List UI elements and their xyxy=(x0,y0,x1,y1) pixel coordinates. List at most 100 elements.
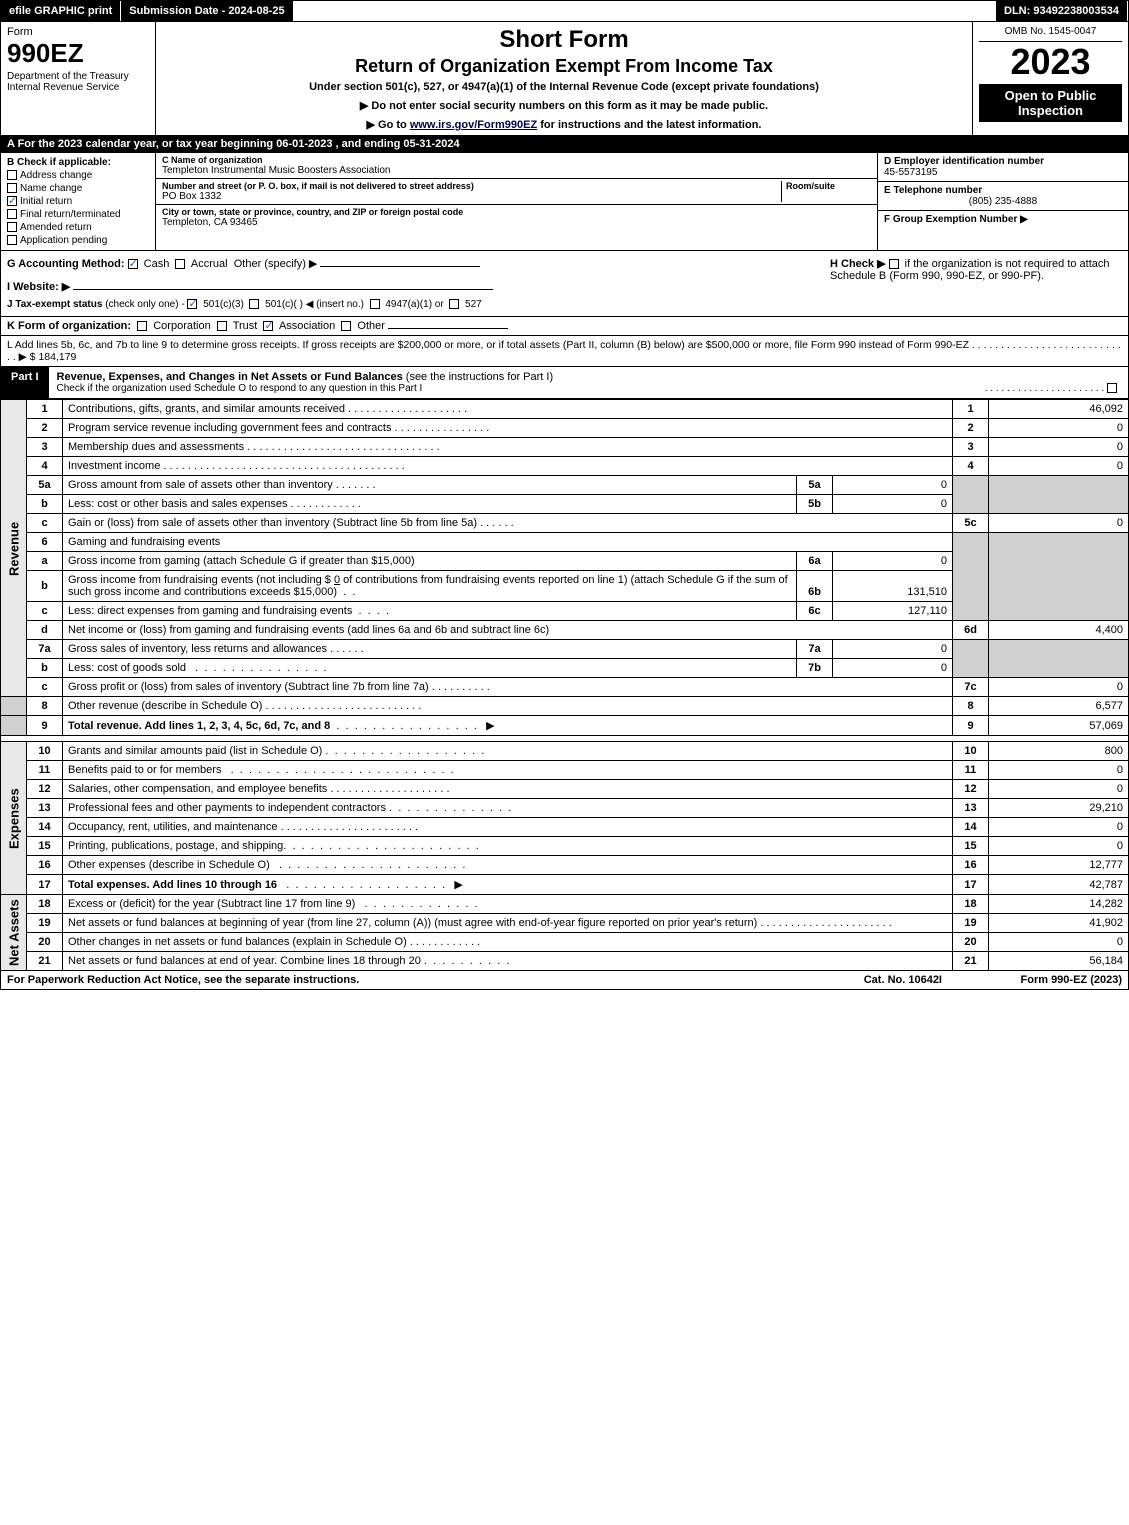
k-trust-label: Trust xyxy=(233,320,258,332)
l-text: L Add lines 5b, 6c, and 7b to line 9 to … xyxy=(7,339,969,351)
l6d-amt: 4,400 xyxy=(989,621,1129,640)
open-to-public-inspection: Open to Public Inspection xyxy=(979,84,1122,122)
l20-amt: 0 xyxy=(989,933,1129,952)
cb-corporation[interactable] xyxy=(137,321,147,331)
l-value: 184,179 xyxy=(38,351,76,363)
top-bar: efile GRAPHIC print Submission Date - 20… xyxy=(0,0,1129,22)
l21-amt: 56,184 xyxy=(989,952,1129,971)
l3-desc: Membership dues and assessments . . . . … xyxy=(63,438,953,457)
k-association-label: Association xyxy=(279,320,335,332)
l14-amt: 0 xyxy=(989,818,1129,837)
l5a-num: 5a xyxy=(27,476,63,495)
title-main: Return of Organization Exempt From Incom… xyxy=(164,56,964,77)
l18-num: 18 xyxy=(27,895,63,914)
revenue-vlabel: Revenue xyxy=(1,400,27,697)
l4-num: 4 xyxy=(27,457,63,476)
city-label: City or town, state or province, country… xyxy=(162,207,871,217)
line-2: 2 Program service revenue including gove… xyxy=(1,419,1129,438)
cb-501c[interactable] xyxy=(249,299,259,309)
efile-print-button[interactable]: efile GRAPHIC print xyxy=(1,1,121,21)
l7b-num: b xyxy=(27,659,63,678)
l19-num: 19 xyxy=(27,914,63,933)
l4-ref: 4 xyxy=(953,457,989,476)
cb-final-return-label: Final return/terminated xyxy=(20,209,121,220)
cb-cash[interactable] xyxy=(128,259,138,269)
k-other-input[interactable] xyxy=(388,328,508,329)
l20-ref: 20 xyxy=(953,933,989,952)
cb-application-pending[interactable]: Application pending xyxy=(7,235,149,246)
cb-schedule-o-used[interactable] xyxy=(1107,383,1117,393)
rev-spacer-9 xyxy=(1,716,27,736)
l15-amt: 0 xyxy=(989,837,1129,856)
l5a-subval: 0 xyxy=(833,476,953,495)
line-11: 11 Benefits paid to or for members . . .… xyxy=(1,761,1129,780)
l5ab-amt-shade xyxy=(989,476,1129,514)
cb-name-change[interactable]: Name change xyxy=(7,183,149,194)
cb-accrual[interactable] xyxy=(175,259,185,269)
note-goto[interactable]: ▶ Go to www.irs.gov/Form990EZ for instru… xyxy=(164,118,964,131)
website-input[interactable] xyxy=(73,289,493,290)
section-l: L Add lines 5b, 6c, and 7b to line 9 to … xyxy=(0,336,1129,367)
l1-amt: 46,092 xyxy=(989,400,1129,419)
cb-final-return[interactable]: Final return/terminated xyxy=(7,209,149,220)
l-arrow: ▶ $ xyxy=(19,351,36,363)
org-name-label: C Name of organization xyxy=(162,155,871,165)
section-bcdef: B Check if applicable: Address change Na… xyxy=(0,153,1129,251)
l4-desc: Investment income . . . . . . . . . . . … xyxy=(63,457,953,476)
l14-num: 14 xyxy=(27,818,63,837)
l10-num: 10 xyxy=(27,742,63,761)
l13-amt: 29,210 xyxy=(989,799,1129,818)
l7c-amt: 0 xyxy=(989,678,1129,697)
l12-ref: 12 xyxy=(953,780,989,799)
l7b-subval: 0 xyxy=(833,659,953,678)
l11-ref: 11 xyxy=(953,761,989,780)
l17-arrow-icon: ▶ xyxy=(454,879,462,891)
l6c-num: c xyxy=(27,602,63,621)
cb-address-change-label: Address change xyxy=(20,170,92,181)
l7a-num: 7a xyxy=(27,640,63,659)
g-accrual-label: Accrual xyxy=(191,258,228,270)
l6c-subln: 6c xyxy=(797,602,833,621)
footer-right: Form 990-EZ (2023) xyxy=(942,974,1122,986)
cb-address-change[interactable]: Address change xyxy=(7,170,149,181)
line-14: 14 Occupancy, rent, utilities, and maint… xyxy=(1,818,1129,837)
i-label: I Website: ▶ xyxy=(7,281,70,293)
cb-amended-return[interactable]: Amended return xyxy=(7,222,149,233)
cb-association[interactable] xyxy=(263,321,273,331)
section-b-title: B Check if applicable: xyxy=(7,157,149,168)
cb-other-org[interactable] xyxy=(341,321,351,331)
note-goto-tail: for instructions and the latest informat… xyxy=(537,119,761,131)
g-other-input[interactable] xyxy=(320,266,480,267)
l17-amt: 42,787 xyxy=(989,875,1129,895)
l5a-subln: 5a xyxy=(797,476,833,495)
g-other-label: Other (specify) ▶ xyxy=(234,258,318,270)
l6b-subval: 131,510 xyxy=(833,571,953,602)
section-k: K Form of organization: Corporation Trus… xyxy=(0,317,1129,336)
cb-initial-return[interactable]: Initial return xyxy=(7,196,149,207)
note-goto-text: ▶ Go to xyxy=(367,119,410,131)
cb-trust[interactable] xyxy=(217,321,227,331)
section-c: C Name of organization Templeton Instrum… xyxy=(156,153,878,250)
l17-desc: Total expenses. Add lines 10 through 16 … xyxy=(63,875,953,895)
l18-amt: 14,282 xyxy=(989,895,1129,914)
irs-link[interactable]: www.irs.gov/Form990EZ xyxy=(410,119,537,131)
cb-527[interactable] xyxy=(449,299,459,309)
l16-amt: 12,777 xyxy=(989,856,1129,875)
l7a-desc: Gross sales of inventory, less returns a… xyxy=(63,640,797,659)
l5c-amt: 0 xyxy=(989,514,1129,533)
l6b-subln: 6b xyxy=(797,571,833,602)
cb-501c3[interactable] xyxy=(187,299,197,309)
cb-4947[interactable] xyxy=(370,299,380,309)
form-label: Form xyxy=(7,26,149,38)
cb-schedule-b-not-required[interactable] xyxy=(889,259,899,269)
l16-desc: Other expenses (describe in Schedule O) … xyxy=(63,856,953,875)
l7c-num: c xyxy=(27,678,63,697)
l3-amt: 0 xyxy=(989,438,1129,457)
cb-amended-return-label: Amended return xyxy=(20,222,92,233)
section-f: F Group Exemption Number ▶ xyxy=(878,211,1128,228)
l21-ref: 21 xyxy=(953,952,989,971)
l2-desc: Program service revenue including govern… xyxy=(63,419,953,438)
city-row: City or town, state or province, country… xyxy=(156,205,877,230)
l6-desc: Gaming and fundraising events xyxy=(63,533,953,552)
l2-num: 2 xyxy=(27,419,63,438)
